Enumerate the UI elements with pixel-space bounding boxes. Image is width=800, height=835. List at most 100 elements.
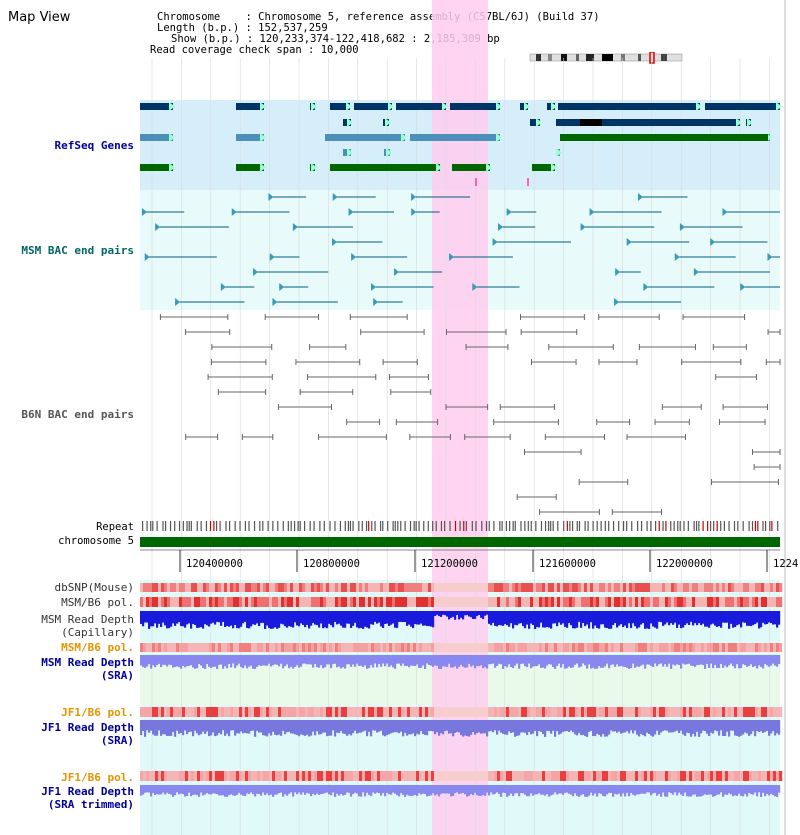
depth-bar xyxy=(564,655,567,669)
depth-bar xyxy=(160,655,163,668)
heat-cell xyxy=(398,597,402,607)
depth-bar xyxy=(200,655,203,666)
heat-cell xyxy=(551,643,555,652)
heat-cell xyxy=(440,707,444,717)
depth-bar xyxy=(602,785,605,797)
chromosome-ideogram[interactable] xyxy=(528,52,688,64)
depth-bar xyxy=(408,655,411,668)
depth-bar xyxy=(684,720,687,736)
depth-bar xyxy=(296,720,299,736)
depth-bar xyxy=(268,655,271,664)
heat-cell xyxy=(671,707,675,717)
heat-cell xyxy=(530,583,534,592)
heat-cell xyxy=(647,707,651,717)
depth-bar xyxy=(156,655,159,666)
depth-bar xyxy=(626,611,629,629)
depth-bar xyxy=(524,611,527,629)
depth-bar xyxy=(574,785,577,794)
gene-arrow xyxy=(442,102,448,111)
heat-cell xyxy=(506,643,510,652)
heat-cell xyxy=(296,583,300,592)
heat-cell xyxy=(713,583,717,592)
heat-cell xyxy=(638,583,642,592)
heat-cell xyxy=(293,707,297,717)
depth-bar xyxy=(284,611,287,627)
heat-cell xyxy=(506,597,510,607)
heat-cell xyxy=(536,597,540,607)
depth-bar xyxy=(754,720,757,737)
heat-cell xyxy=(545,771,549,781)
depth-bar xyxy=(588,655,591,665)
depth-bar xyxy=(596,655,599,669)
msm-bac-end xyxy=(722,208,728,216)
heat-cell xyxy=(245,583,249,592)
heat-cell xyxy=(566,583,570,592)
repeat-feature xyxy=(754,521,756,531)
heat-cell xyxy=(689,597,693,607)
repeat-feature xyxy=(196,521,198,531)
depth-bar xyxy=(700,720,703,734)
depth-bar xyxy=(208,720,211,737)
depth-bar xyxy=(672,720,675,733)
heat-cell xyxy=(269,583,273,592)
heat-cell xyxy=(629,771,633,781)
heat-cell xyxy=(362,583,366,592)
depth-bar xyxy=(622,785,625,794)
depth-bar xyxy=(670,611,673,624)
depth-bar xyxy=(678,785,681,793)
heat-cell xyxy=(416,643,420,652)
depth-bar xyxy=(454,655,457,667)
gene-feature xyxy=(558,103,700,110)
depth-bar xyxy=(720,655,723,664)
depth-bar xyxy=(620,785,623,797)
depth-bar xyxy=(590,720,593,731)
heat-cell xyxy=(143,707,147,717)
heat-cell xyxy=(293,643,297,652)
depth-bar xyxy=(464,655,467,668)
depth-bar xyxy=(248,611,251,629)
repeat-feature xyxy=(566,521,568,531)
depth-bar xyxy=(440,655,443,669)
depth-bar xyxy=(416,655,419,665)
depth-bar xyxy=(412,655,415,666)
heat-cell xyxy=(593,583,597,592)
heat-cell xyxy=(251,643,255,652)
depth-bar xyxy=(226,655,229,669)
heat-cell xyxy=(512,771,516,781)
depth-bar xyxy=(312,611,315,623)
heat-cell xyxy=(197,583,201,592)
depth-bar xyxy=(762,720,765,733)
depth-bar xyxy=(258,655,261,666)
depth-bar xyxy=(174,611,177,626)
heat-cell xyxy=(626,771,630,781)
depth-bar xyxy=(172,611,175,624)
heat-cell xyxy=(170,771,174,781)
heat-cell xyxy=(464,707,468,717)
repeat-feature xyxy=(415,521,417,531)
heat-cell xyxy=(443,771,447,781)
heat-cell xyxy=(512,643,516,652)
depth-bar xyxy=(670,720,673,733)
heat-cell xyxy=(263,597,267,607)
heat-cell xyxy=(317,597,321,607)
heat-cell xyxy=(587,583,591,592)
heat-cell xyxy=(404,643,408,652)
heat-cell xyxy=(182,707,186,717)
repeat-feature xyxy=(290,521,292,531)
heat-cell xyxy=(446,643,450,652)
depth-bar xyxy=(634,655,637,668)
heat-cell xyxy=(452,597,456,607)
heat-cell xyxy=(773,707,777,717)
heat-cell xyxy=(191,707,195,717)
depth-bar xyxy=(190,720,193,732)
heat-cell xyxy=(572,583,576,592)
depth-bar xyxy=(656,611,659,629)
heat-cell xyxy=(698,707,702,717)
depth-bar xyxy=(604,655,607,667)
depth-bar xyxy=(188,785,191,793)
depth-bar xyxy=(482,611,485,620)
heat-cell xyxy=(149,597,153,607)
gene-feature xyxy=(527,178,529,186)
repeat-feature xyxy=(640,521,643,531)
